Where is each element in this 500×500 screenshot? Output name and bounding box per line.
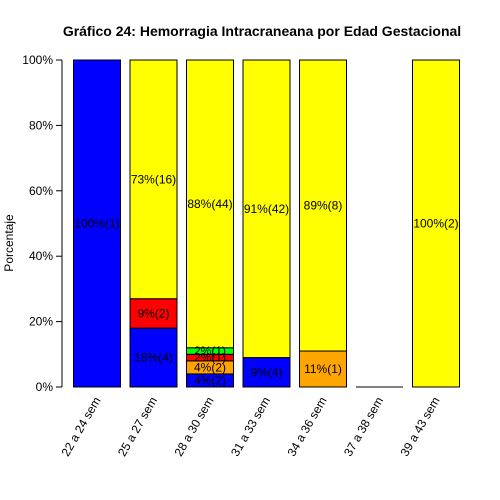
bar-segment	[73, 59, 121, 388]
y-axis: 0% 20% 40% 60% 80% 100%	[22, 53, 63, 394]
y-tick-label: 20%	[29, 315, 53, 329]
x-tick-label: 37 a 38 sem	[341, 395, 386, 459]
y-tick-label: 40%	[29, 249, 53, 263]
y-tick-label: 80%	[29, 118, 53, 132]
bar-label: 11%(1)	[304, 362, 342, 376]
bar-segment	[129, 59, 178, 300]
bar-segment	[129, 327, 178, 388]
bar-segment	[129, 298, 178, 329]
bar-label: 89%(8)	[304, 199, 343, 213]
bar-segment	[299, 59, 347, 352]
y-tick-label: 0%	[36, 380, 54, 394]
bar-label: 100%(1)	[74, 217, 119, 231]
bar-label: 18%(4)	[134, 351, 173, 365]
bar-segment	[412, 59, 460, 388]
bar-label: 9%(2)	[137, 306, 169, 320]
bar-label: 73%(16)	[131, 172, 176, 186]
chart-title: Gráfico 24: Hemorragia Intracraneana por…	[63, 23, 461, 39]
bar-segment	[299, 350, 347, 388]
bar-label: 2%(1)	[194, 344, 226, 358]
y-tick-label: 60%	[29, 184, 53, 198]
x-tick-label: 39 a 43 sem	[397, 395, 442, 459]
bar-label: 88%(44)	[187, 197, 232, 211]
x-axis: 22 a 24 sem 25 a 27 sem 28 a 30 sem 31 a 33…	[58, 395, 442, 459]
bar-label: 100%(2)	[413, 217, 458, 231]
bar-label: 4%(2)	[194, 360, 226, 374]
x-tick-label: 31 a 33 sem	[228, 395, 273, 459]
y-axis-label: Porcentaje	[2, 214, 16, 272]
x-tick-label: 28 a 30 sem	[171, 395, 216, 459]
x-tick-label: 34 a 36 sem	[284, 395, 329, 459]
y-tick-label: 100%	[22, 53, 53, 67]
bar-label: 91%(42)	[244, 202, 289, 216]
bar-segment	[186, 59, 234, 349]
bar-label: 2%(1)	[194, 351, 226, 365]
bar-label: 4%(2)	[194, 373, 226, 387]
bar-segment	[242, 59, 291, 359]
x-tick-label: 25 a 27 sem	[115, 395, 160, 459]
x-tick-label: 22 a 24 sem	[58, 395, 103, 459]
bar-label: 9%(4)	[250, 365, 282, 379]
bars-group: 100%(1)18%(4)9%(2)73%(16)4%(2)4%(2)2%(1)…	[73, 59, 460, 388]
